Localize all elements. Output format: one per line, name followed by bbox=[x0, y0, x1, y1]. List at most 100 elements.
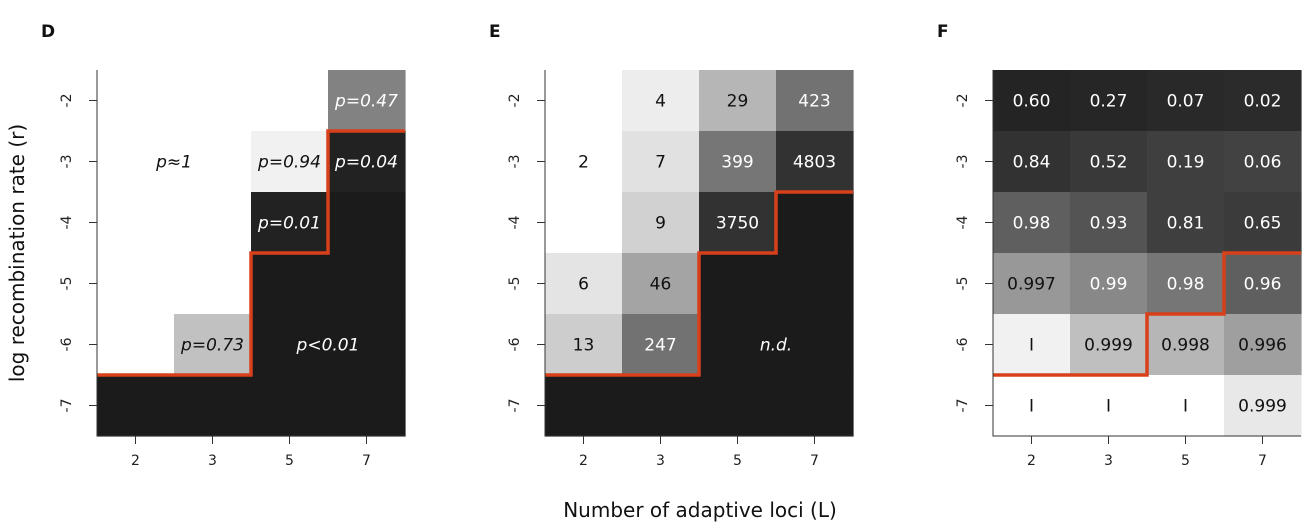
x-tick-label: 5 bbox=[285, 453, 294, 469]
y-tick-label: -4 bbox=[507, 215, 523, 229]
x-tick-label: 7 bbox=[810, 453, 819, 469]
cell-label: p=0.73 bbox=[180, 336, 244, 356]
cell-value: 0.999 bbox=[1084, 336, 1133, 356]
y-tick-label: -2 bbox=[507, 94, 523, 108]
x-tick-label: 2 bbox=[579, 453, 588, 469]
cell-label: 7 bbox=[655, 153, 666, 173]
heatmap-cell bbox=[699, 314, 777, 376]
cell-value: 0.98 bbox=[1013, 214, 1051, 234]
cell-value: 0.997 bbox=[1007, 275, 1056, 295]
heatmap-cell bbox=[251, 253, 329, 315]
heatmap-cell bbox=[993, 192, 1071, 254]
heatmap-cell bbox=[97, 253, 175, 315]
heatmap-cell bbox=[174, 375, 252, 437]
region-label: n.d. bbox=[760, 336, 792, 356]
x-tick-label: 2 bbox=[131, 453, 140, 469]
y-tick-label: -7 bbox=[507, 399, 523, 413]
cell-value: 0.93 bbox=[1090, 214, 1128, 234]
heatmap-cell bbox=[174, 131, 252, 193]
y-tick-label: -6 bbox=[59, 337, 75, 351]
x-axis-title: Number of adaptive loci (L) bbox=[563, 498, 837, 522]
cell-label: 3750 bbox=[716, 214, 759, 234]
heatmap-cell bbox=[699, 131, 777, 193]
y-tick-label: -3 bbox=[507, 155, 523, 169]
cell-value: 0.81 bbox=[1167, 214, 1205, 234]
x-tick-label: 3 bbox=[1104, 453, 1113, 469]
cell-value: 0.996 bbox=[1238, 336, 1287, 356]
heatmap-cell bbox=[1147, 375, 1225, 437]
threshold-boundary-line bbox=[545, 190, 853, 377]
cell-value: I bbox=[1029, 336, 1034, 356]
cell-label: p=0.94 bbox=[257, 153, 321, 173]
y-tick-label: -7 bbox=[955, 399, 971, 413]
heatmap-cell bbox=[776, 131, 854, 193]
axis-frame bbox=[96, 70, 405, 437]
x-tick-label: 3 bbox=[208, 453, 217, 469]
heatmap-cell bbox=[328, 70, 406, 132]
heatmap-cell bbox=[699, 375, 777, 437]
heatmap-cell bbox=[776, 253, 854, 315]
heatmap-cell bbox=[1224, 131, 1302, 193]
heatmap-cell bbox=[1070, 375, 1148, 437]
y-tick-label: -2 bbox=[59, 94, 75, 108]
heatmap-cell bbox=[97, 314, 175, 376]
heatmap-cell bbox=[174, 314, 252, 376]
heatmap-cell bbox=[993, 131, 1071, 193]
cell-value: 0.99 bbox=[1090, 275, 1128, 295]
y-tick-label: -4 bbox=[955, 215, 971, 229]
cell-value: I bbox=[1106, 397, 1111, 417]
y-tick-label: -6 bbox=[955, 337, 971, 351]
x-tick-label: 7 bbox=[362, 453, 371, 469]
cell-value: 0.98 bbox=[1167, 275, 1205, 295]
threshold-boundary-line bbox=[97, 129, 405, 377]
heatmap-cell bbox=[328, 314, 406, 376]
cell-value: 0.999 bbox=[1238, 397, 1287, 417]
axis-frame bbox=[992, 70, 1301, 437]
heatmap-cell bbox=[328, 375, 406, 437]
heatmap-cell bbox=[699, 192, 777, 254]
x-tick-label: 3 bbox=[656, 453, 665, 469]
heatmap-cell bbox=[699, 253, 777, 315]
heatmap-cell bbox=[1224, 253, 1302, 315]
x-tick-label: 5 bbox=[733, 453, 742, 469]
panel-letter-f: F bbox=[937, 22, 949, 42]
cell-label: p=0.04 bbox=[334, 153, 398, 173]
cell-label: 423 bbox=[798, 92, 830, 112]
y-tick-label: -3 bbox=[955, 155, 971, 169]
cell-label: p=0.01 bbox=[257, 214, 321, 234]
heatmap-cell bbox=[545, 253, 623, 315]
heatmap-cell bbox=[174, 70, 252, 132]
heatmap-cell bbox=[1070, 192, 1148, 254]
heatmap-panel-e: 4 29 423 2 7 399 4803 9 3750 6 46 13 247 n.d. -2 -3 -4 -5… bbox=[507, 70, 854, 469]
heatmap-cell bbox=[328, 131, 406, 193]
heatmap-cell bbox=[1147, 70, 1225, 132]
heatmap-cell bbox=[251, 314, 329, 376]
x-tick-label: 2 bbox=[1027, 453, 1036, 469]
cell-label: 247 bbox=[644, 336, 676, 356]
cell-label: 4 bbox=[655, 92, 666, 112]
heatmap-cell bbox=[622, 314, 700, 376]
heatmap-cell bbox=[1224, 375, 1302, 437]
cell-value: 0.02 bbox=[1244, 92, 1282, 112]
heatmap-cell bbox=[1070, 131, 1148, 193]
heatmap-panel-f: 0.60 0.27 0.07 0.02 0.84 0.52 0.19 0.06 0.98 0.93… bbox=[955, 70, 1302, 469]
heatmap-cell bbox=[993, 375, 1071, 437]
heatmap-cell bbox=[622, 253, 700, 315]
cell-value: I bbox=[1029, 397, 1034, 417]
cell-value: 0.07 bbox=[1167, 92, 1205, 112]
cell-value: 0.19 bbox=[1167, 153, 1205, 173]
heatmap-cell bbox=[993, 314, 1071, 376]
heatmap-cell bbox=[545, 314, 623, 376]
cell-value: 0.52 bbox=[1090, 153, 1128, 173]
heatmap-cell bbox=[699, 70, 777, 132]
x-tick-label: 5 bbox=[1181, 453, 1190, 469]
heatmap-cell bbox=[251, 375, 329, 437]
x-tick-label: 7 bbox=[1258, 453, 1267, 469]
heatmap-cell bbox=[776, 70, 854, 132]
heatmap-cell bbox=[97, 131, 175, 193]
y-tick-label: -2 bbox=[955, 94, 971, 108]
cell-value: 0.96 bbox=[1244, 275, 1282, 295]
heatmap-cell bbox=[1070, 314, 1148, 376]
heatmap-cell bbox=[97, 375, 175, 437]
